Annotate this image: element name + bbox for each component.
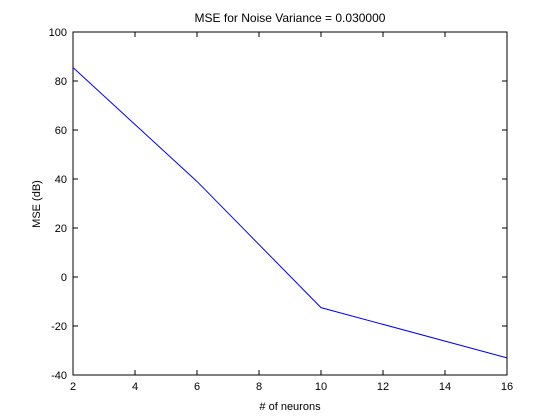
y-tick-label: 0 xyxy=(61,272,67,284)
series-line xyxy=(72,67,508,359)
x-tick-label: 16 xyxy=(501,381,513,393)
x-tick-label: 4 xyxy=(132,381,138,393)
x-tick-label: 6 xyxy=(194,381,200,393)
y-tick-label: 100 xyxy=(49,27,67,39)
plot-area xyxy=(72,31,508,376)
y-axis-ticks: -40 -20 0 20 40 60 80 100 xyxy=(49,27,507,382)
series-layer xyxy=(72,67,508,359)
y-tick-label: 20 xyxy=(55,223,67,235)
y-tick-label: -40 xyxy=(51,370,67,382)
y-axis-label: MSE (dB) xyxy=(31,180,43,228)
y-tick-label: 40 xyxy=(55,174,67,186)
x-tick-label: 8 xyxy=(256,381,262,393)
y-tick-label: 80 xyxy=(55,76,67,88)
y-tick-label: 60 xyxy=(55,125,67,137)
x-tick-label: 12 xyxy=(377,381,389,393)
chart-title: MSE for Noise Variance = 0.030000 xyxy=(195,11,386,25)
x-tick-label: 2 xyxy=(70,381,76,393)
x-axis-ticks: 2 4 6 8 10 12 14 16 xyxy=(70,32,513,393)
x-tick-label: 14 xyxy=(439,381,451,393)
x-axis-label: # of neurons xyxy=(259,401,321,413)
x-tick-label: 10 xyxy=(315,381,327,393)
y-tick-label: -20 xyxy=(51,321,67,333)
